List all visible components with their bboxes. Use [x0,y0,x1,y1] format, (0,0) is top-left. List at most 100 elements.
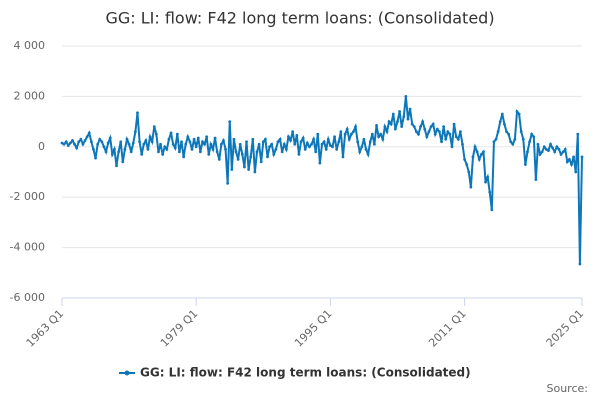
point [278,137,282,141]
point [482,150,485,154]
point [339,130,343,134]
point [104,150,108,154]
point [209,142,213,146]
point [492,140,496,144]
point [452,122,456,126]
point [261,140,265,144]
point [458,130,462,134]
point [228,120,232,123]
point [89,140,93,144]
point [194,145,198,149]
point [519,130,523,134]
point [523,163,527,166]
point [136,111,139,115]
point [417,132,420,136]
point [255,150,259,154]
point [429,125,433,129]
point [549,142,552,146]
point [442,125,446,129]
point [154,132,158,136]
point [240,152,244,156]
point [263,137,267,141]
point [398,110,401,113]
point [343,132,347,136]
point [75,146,79,150]
point [308,145,311,149]
point [517,112,521,116]
point [364,147,368,151]
point [362,137,366,141]
point [435,127,439,131]
point [108,136,112,140]
point [580,155,584,159]
point [219,142,223,146]
point [528,140,531,144]
point [570,163,573,166]
point [234,150,238,154]
point [379,132,383,136]
point [500,112,504,116]
point [375,123,378,127]
point [381,137,385,141]
series-line [61,96,583,264]
point [465,163,469,166]
point [366,152,370,156]
point [475,150,479,154]
point [123,147,127,151]
x-tick-label: 1979 Q1 [158,307,201,350]
point [484,180,487,184]
point [565,160,569,164]
point [352,130,355,134]
point [494,137,498,141]
point [461,142,464,146]
point [192,137,196,141]
point [280,150,284,154]
point [243,165,246,169]
point [551,146,555,150]
point [448,132,452,136]
point [557,147,561,151]
point [574,170,578,174]
point [305,141,309,145]
point [180,140,183,144]
y-tick-label: -2 000 [10,190,45,203]
source: Source: [547,382,589,395]
point [303,147,307,151]
point [152,125,156,129]
point [92,147,95,151]
point [169,131,173,135]
point [316,132,320,136]
point [178,150,181,154]
point [547,149,550,152]
point [182,155,186,159]
point [438,130,441,134]
y-tick-label: -4 000 [10,241,45,254]
point [433,132,437,136]
point [318,161,322,165]
point [488,190,492,194]
point [259,160,263,164]
point [536,142,540,146]
point [198,150,202,154]
point [188,140,192,144]
point [425,135,429,139]
point [391,112,395,116]
point [249,155,253,159]
point [456,137,460,141]
point [274,147,278,151]
point [159,142,162,146]
point [578,262,582,266]
point [157,150,160,154]
point [521,137,525,141]
point [320,142,324,146]
point [96,142,100,146]
point [272,152,276,156]
point [347,137,351,141]
point [282,142,286,146]
point [349,132,353,136]
point [389,122,393,126]
legend-label: GG: LI: flow: F42 long term loans: (Cons… [140,366,471,380]
point [60,141,64,145]
point [138,140,141,144]
